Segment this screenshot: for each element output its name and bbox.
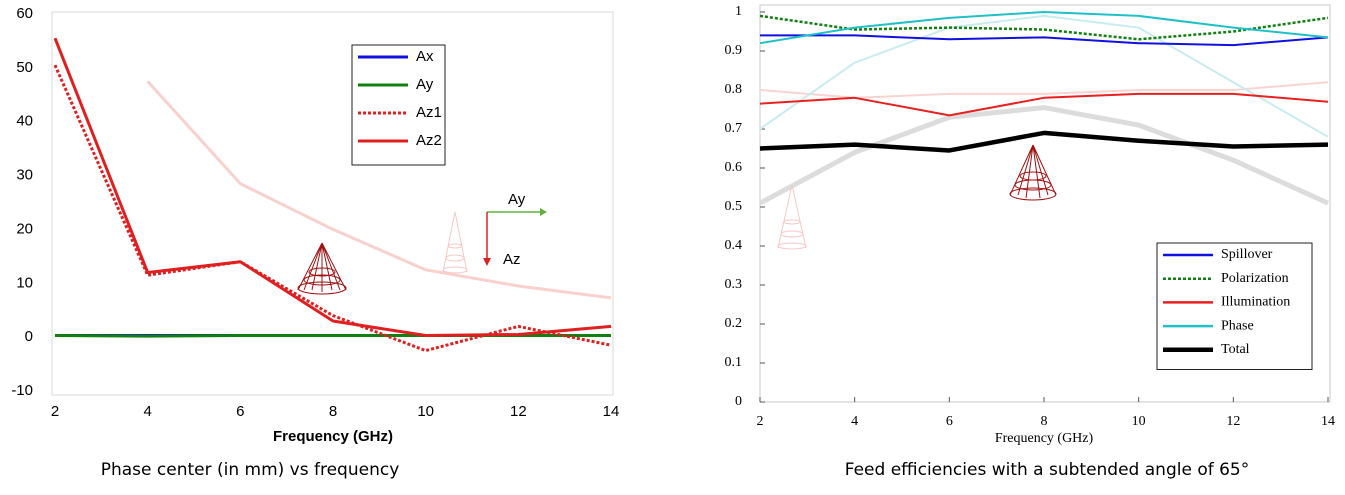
series-line [146, 80, 612, 300]
legend-label: Polarization [1221, 271, 1289, 286]
x-tick-label: 10 [417, 403, 434, 420]
y-tick-label: 0 [735, 394, 742, 409]
chart-caption: Feed efficiencies with a subtended angle… [845, 460, 1250, 480]
y-tick-label: 1 [735, 4, 742, 19]
feed-icon-faded [442, 211, 468, 274]
x-tick-label: 2 [51, 403, 59, 420]
y-tick-label: -10 [11, 382, 33, 399]
y-tick-label: 30 [16, 167, 33, 184]
annotation: Az [503, 251, 521, 268]
y-tick-label: 0.4 [725, 238, 743, 253]
y-tick-label: 0 [25, 328, 33, 345]
x-tick-label: 2 [757, 414, 764, 429]
annotation: Ay [508, 191, 526, 208]
series-line [54, 334, 611, 338]
legend-box [1156, 242, 1313, 370]
series-line [759, 11, 1329, 45]
plot-frame [51, 11, 614, 396]
y-tick-label: 20 [16, 220, 33, 237]
x-tick-label: 6 [236, 403, 244, 420]
x-tick-label: 4 [851, 414, 858, 429]
x-tick-label: 4 [143, 403, 151, 420]
x-tick-label: 12 [510, 403, 527, 420]
x-axis-title: Frequency (GHz) [995, 431, 1094, 446]
series-line [53, 64, 612, 353]
left-chart: -10 0 10 20 30 40 50 60 2 4 6 8 10 12 14 Frequency (GHz… [11, 5, 619, 445]
legend-label: Illumination [1221, 295, 1290, 310]
legend-label: Total [1221, 342, 1250, 357]
axis-arrows [483, 208, 547, 266]
series-line [759, 92, 1329, 117]
x-tick-label: 6 [946, 414, 953, 429]
x-tick-label: 8 [1041, 414, 1048, 429]
y-tick-label: 0.7 [725, 121, 743, 136]
legend-box [351, 44, 446, 166]
feed-icon [297, 242, 347, 295]
x-tick-label: 14 [603, 403, 620, 420]
series-line [758, 105, 1330, 206]
x-axis-title: Frequency (GHz) [273, 428, 393, 445]
legend-label: Ax [416, 48, 434, 65]
y-tick-label: 0.5 [725, 199, 743, 214]
feed-icon [1009, 144, 1057, 201]
chart-caption: Phase center (in mm) vs frequency [101, 460, 400, 480]
y-tick-label: 50 [16, 59, 33, 76]
x-tick-label: 14 [1321, 414, 1335, 429]
y-tick-label: 40 [16, 113, 33, 130]
series-line [759, 130, 1329, 153]
y-tick-label: 60 [16, 5, 33, 22]
legend-label: Spillover [1221, 247, 1273, 262]
plot-frame [759, 4, 1331, 403]
series-line [759, 14, 1329, 138]
legend-label: Az1 [416, 104, 442, 121]
series-line [759, 14, 1329, 41]
series-line [53, 37, 612, 338]
feed-icon-faded [777, 184, 807, 250]
right-chart: 00.10.20.30.40.50.60.70.80.912 4 6 8 10 12 14F… [725, 4, 1336, 446]
legend-label: Ay [416, 76, 434, 93]
y-tick-label: 10 [16, 274, 33, 291]
x-tick-label: 8 [329, 403, 337, 420]
series-line [760, 34, 1329, 47]
legend-label: Phase [1221, 318, 1254, 333]
y-tick-label: 0.9 [725, 43, 743, 58]
y-tick-label: 0.2 [725, 316, 743, 331]
legend-label: Az2 [416, 132, 442, 149]
x-tick-label: 10 [1132, 414, 1146, 429]
x-tick-label: 12 [1226, 414, 1240, 429]
y-tick-label: 0.3 [725, 277, 743, 292]
y-tick-label: 0.6 [725, 160, 743, 175]
y-tick-label: 0.1 [725, 355, 743, 370]
y-tick-label: 0.8 [725, 82, 743, 97]
